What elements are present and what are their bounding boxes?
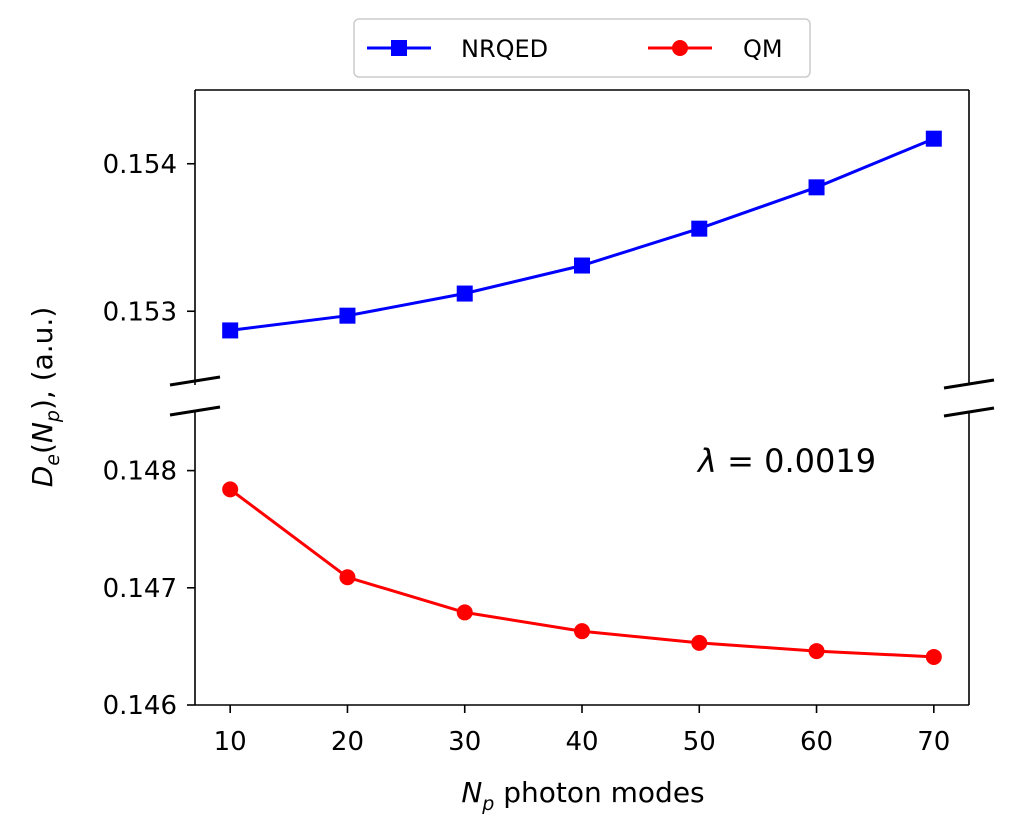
data-point-qm-50 xyxy=(691,634,708,651)
top-y-tick-label-1: 0.154 xyxy=(103,150,177,180)
x-tick-label-10: 10 xyxy=(214,727,247,757)
x-tick-label-70: 70 xyxy=(917,727,950,757)
x-ticks: 10 20 30 40 50 60 70 xyxy=(214,705,950,757)
lambda-symbol: λ xyxy=(696,442,717,480)
bottom-y-tick-label-2: 0.148 xyxy=(103,457,177,487)
x-tick-label-40: 40 xyxy=(565,727,598,757)
break-mark-right-lower xyxy=(943,406,995,418)
data-point-qm-40 xyxy=(574,623,590,640)
x-tick-label-30: 30 xyxy=(448,727,481,757)
data-point-qm-30 xyxy=(456,604,473,621)
legend-frame xyxy=(353,18,811,78)
data-point-qm-20 xyxy=(339,569,356,586)
bottom-y-ticks: 0.146 0.147 0.148 xyxy=(103,457,195,721)
data-point-qm-70 xyxy=(925,648,942,665)
y-axis-title-sub-p: p xyxy=(42,410,64,423)
axis-break-marks xyxy=(169,375,995,418)
break-mark-right-upper xyxy=(943,378,995,390)
x-tick-label-20: 20 xyxy=(331,727,364,757)
data-point-nrqed-60 xyxy=(808,179,825,196)
y-axis-title: De(Np), (a.u.) xyxy=(26,307,64,488)
legend-label-nrqed: NRQED xyxy=(461,35,548,63)
data-point-nrqed-70 xyxy=(925,130,942,147)
legend-marker-nrqed xyxy=(391,40,407,56)
bottom-panel: 0.146 0.147 0.148 10 20 30 40 50 60 70 xyxy=(103,412,970,757)
top-panel: 0.153 0.154 xyxy=(103,89,970,385)
break-mark-left-lower xyxy=(169,405,221,417)
x-axis-title-var: N xyxy=(461,776,482,809)
break-mark-left-upper xyxy=(169,375,221,387)
x-axis-title-sub: p xyxy=(481,793,494,815)
series-line-nrqed xyxy=(230,137,935,332)
x-tick-label-50: 50 xyxy=(683,727,716,757)
y-axis-title-D: D xyxy=(26,466,59,488)
legend-label-qm: QM xyxy=(743,35,783,63)
x-tick-label-60: 60 xyxy=(800,727,833,757)
lambda-annotation: λ = 0.0019 xyxy=(696,442,876,480)
bottom-y-tick-label-0: 0.146 xyxy=(103,691,177,721)
lambda-value: = 0.0019 xyxy=(717,442,876,480)
bottom-series-group xyxy=(222,481,942,665)
legend-marker-qm xyxy=(672,40,688,56)
top-y-tick-label-0: 0.153 xyxy=(103,297,177,327)
data-point-nrqed-40 xyxy=(574,257,590,274)
data-point-qm-60 xyxy=(808,643,825,660)
y-axis-title-paren: ( xyxy=(26,443,59,454)
top-y-ticks: 0.153 0.154 xyxy=(103,150,195,327)
data-point-nrqed-20 xyxy=(339,307,356,324)
x-axis-title-rest: photon modes xyxy=(494,776,704,809)
y-axis-title-N: N xyxy=(26,422,59,443)
bottom-y-tick-label-1: 0.147 xyxy=(103,574,177,604)
data-point-nrqed-50 xyxy=(691,220,708,237)
x-axis-title: Np photon modes xyxy=(461,776,704,815)
data-point-nrqed-30 xyxy=(456,285,473,302)
y-axis-title-sub-e: e xyxy=(42,454,64,466)
data-point-nrqed-10 xyxy=(222,322,239,339)
data-point-qm-10 xyxy=(222,481,239,498)
y-axis-title-rest: ), (a.u.) xyxy=(26,307,59,410)
top-series-group xyxy=(222,130,942,339)
legend: NRQED QM xyxy=(353,18,811,78)
